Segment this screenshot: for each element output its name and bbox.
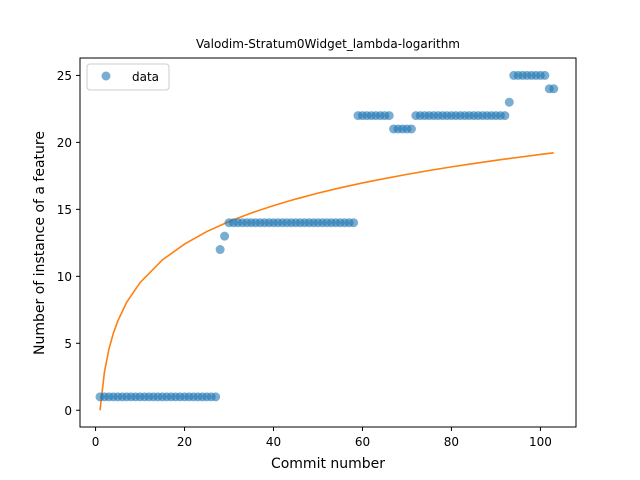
y-tick-label: 20 <box>57 136 72 150</box>
data-point <box>500 111 510 121</box>
data-point <box>220 231 230 241</box>
x-axis-label: Commit number <box>271 456 385 472</box>
y-tick-label: 0 <box>64 404 72 418</box>
fit-curve <box>99 152 554 411</box>
data-point <box>549 84 559 94</box>
chart-title: Valodim-Stratum0Widget_lambda-logarithm <box>196 37 460 51</box>
y-tick-label: 10 <box>57 270 72 284</box>
x-axis: 0 20 40 60 80 100 <box>92 427 552 449</box>
data-point <box>215 245 225 255</box>
data-point <box>349 218 359 228</box>
legend-entry-data: data <box>132 70 159 84</box>
y-axis-label: Number of instance of a feature <box>32 131 48 355</box>
data-point <box>504 97 514 107</box>
x-tick-label: 40 <box>266 435 281 449</box>
points-layer <box>95 70 559 402</box>
y-tick-label: 15 <box>57 203 72 217</box>
legend-box <box>86 63 170 91</box>
data-point <box>406 124 416 134</box>
fit-layer <box>99 152 554 411</box>
x-tick-label: 100 <box>529 435 552 449</box>
plot-frame <box>79 57 577 428</box>
y-tick-label: 25 <box>57 69 72 83</box>
x-tick-label: 60 <box>355 435 370 449</box>
x-tick-label: 20 <box>177 435 192 449</box>
y-tick-label: 5 <box>64 337 72 351</box>
x-tick-label: 80 <box>444 435 459 449</box>
x-tick-label: 0 <box>92 435 100 449</box>
data-point <box>384 111 394 121</box>
data-point <box>211 392 221 402</box>
legend-marker <box>101 71 111 81</box>
data-point <box>540 70 550 80</box>
legend: data <box>86 63 170 91</box>
y-axis: 0 5 10 15 20 25 <box>57 69 80 418</box>
